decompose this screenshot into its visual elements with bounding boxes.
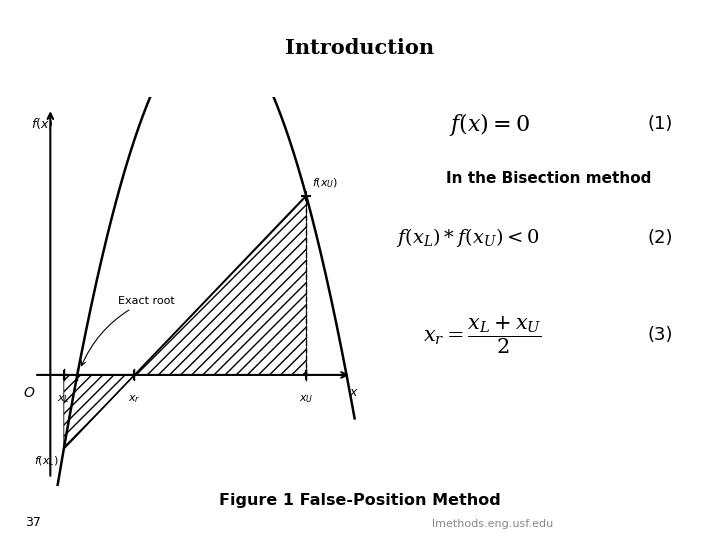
Text: $f(x_L)$: $f(x_L)$: [34, 454, 58, 468]
Text: Introduction: Introduction: [285, 38, 435, 58]
Text: $f(x)=0$: $f(x)=0$: [449, 111, 530, 138]
Text: Exact root: Exact root: [81, 296, 174, 366]
Text: lmethods.eng.usf.edu: lmethods.eng.usf.edu: [432, 519, 553, 529]
Text: Figure 1 False-Position Method: Figure 1 False-Position Method: [219, 492, 501, 508]
Text: $O$: $O$: [23, 386, 35, 400]
Text: (2): (2): [648, 228, 673, 247]
Text: $x_r$: $x_r$: [128, 394, 140, 405]
Text: In the Bisection method: In the Bisection method: [446, 171, 652, 186]
Text: 37: 37: [25, 516, 41, 529]
Text: $f(x)$: $f(x)$: [32, 116, 54, 131]
Text: $f(x_L)*f(x_U)<0$: $f(x_L)*f(x_U)<0$: [396, 226, 540, 249]
Text: (1): (1): [648, 115, 673, 133]
Text: $x_U$: $x_U$: [299, 394, 313, 405]
Text: $x_L$: $x_L$: [58, 394, 70, 405]
Text: (3): (3): [648, 326, 673, 344]
Text: $f(x_U)$: $f(x_U)$: [312, 177, 338, 190]
Text: $x$: $x$: [349, 386, 359, 399]
Text: $x_r=\dfrac{x_L+x_U}{2}$: $x_r=\dfrac{x_L+x_U}{2}$: [423, 314, 541, 356]
